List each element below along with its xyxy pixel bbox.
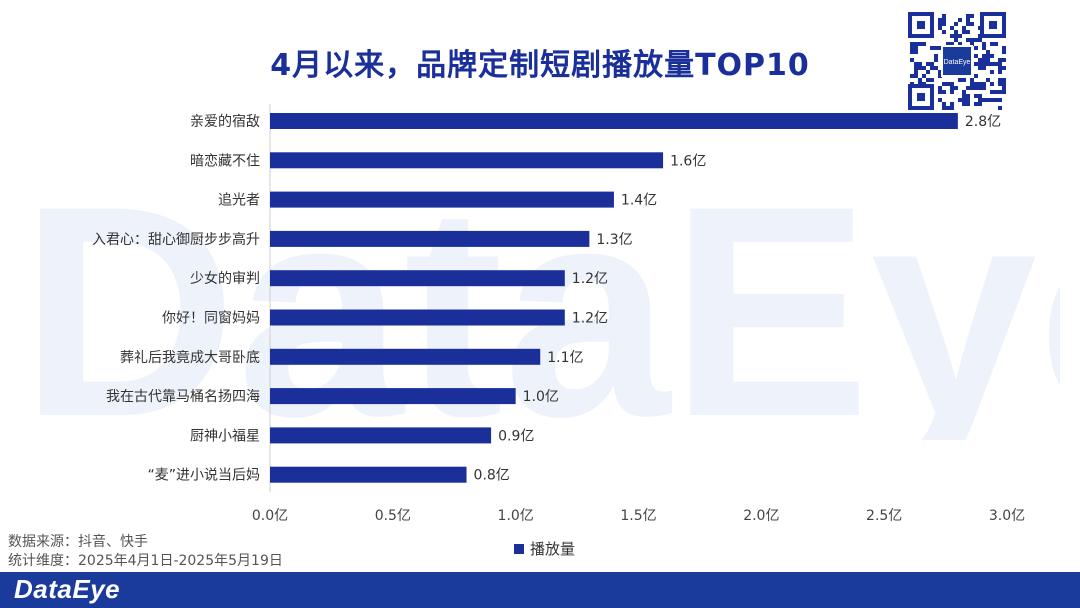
- category-label: 厨神小福星: [190, 428, 260, 444]
- footer-bar: [0, 572, 1080, 608]
- bar: [270, 113, 958, 129]
- bar: [270, 152, 664, 169]
- x-tick-label: 3.0亿: [989, 508, 1025, 524]
- footer-logo: DataEye: [14, 574, 121, 604]
- category-label: 暗恋藏不住: [190, 152, 260, 169]
- x-tick-label: 1.0亿: [498, 508, 534, 524]
- data-label: 1.2亿: [572, 311, 608, 327]
- data-label: 1.6亿: [670, 153, 706, 169]
- chart-title: 4月以来，品牌定制短剧播放量TOP10: [270, 48, 810, 83]
- data-label: 1.0亿: [523, 389, 559, 405]
- data-label: 1.3亿: [596, 232, 632, 248]
- bar: [270, 191, 614, 208]
- legend: 播放量: [514, 538, 575, 559]
- bar: [270, 466, 467, 483]
- bar: [270, 388, 516, 405]
- data-label: 2.8亿: [965, 114, 1001, 130]
- data-label: 0.9亿: [498, 428, 534, 444]
- qr-logo-text: DataEye: [944, 59, 971, 66]
- category-label: 我在古代靠马桶名扬四海: [106, 389, 260, 405]
- x-tick-label: 0.5亿: [375, 508, 411, 524]
- x-tick-label: 2.0亿: [743, 508, 779, 524]
- data-label: 1.2亿: [572, 271, 608, 287]
- data-label: 0.8亿: [474, 468, 510, 484]
- bar: [270, 309, 565, 326]
- category-label: 葬礼后我竟成大哥卧底: [120, 350, 260, 366]
- source-line-2: 统计维度：2025年4月1日-2025年5月19日: [8, 553, 283, 569]
- data-label: 1.4亿: [621, 193, 657, 209]
- category-label: 入君心：甜心御厨步步高升: [92, 231, 260, 248]
- x-tick-label: 2.5亿: [866, 508, 902, 524]
- qr-code: DataEye: [908, 12, 1006, 110]
- source-line-1: 数据来源：抖音、快手: [8, 534, 148, 550]
- data-label: 1.1亿: [547, 350, 583, 366]
- category-label: 你好！同窗妈妈: [162, 310, 260, 327]
- category-label: 亲爱的宿敌: [190, 113, 260, 130]
- legend-swatch: [514, 543, 524, 554]
- legend-label: 播放量: [530, 540, 576, 558]
- bar: [270, 427, 492, 444]
- category-label: “麦”进小说当后妈: [147, 468, 260, 484]
- footer: DataEye: [0, 572, 1080, 608]
- bar: [270, 270, 565, 287]
- bar: [270, 348, 541, 365]
- x-tick-label: 0.0亿: [252, 508, 288, 524]
- bar: [270, 230, 590, 247]
- category-label: 追光者: [218, 193, 260, 209]
- source-note: 数据来源：抖音、快手 统计维度：2025年4月1日-2025年5月19日: [8, 533, 283, 571]
- x-tick-label: 1.5亿: [620, 508, 656, 524]
- category-label: 少女的审判: [190, 270, 260, 287]
